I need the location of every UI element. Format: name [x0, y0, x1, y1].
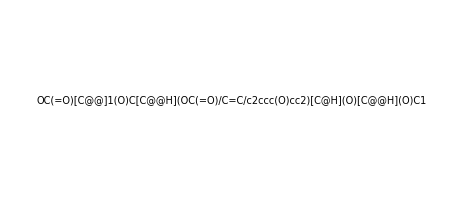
Text: OC(=O)[C@@]1(O)C[C@@H](OC(=O)/C=C/c2ccc(O)cc2)[C@H](O)[C@@H](O)C1: OC(=O)[C@@]1(O)C[C@@H](OC(=O)/C=C/c2ccc(… — [37, 95, 426, 105]
